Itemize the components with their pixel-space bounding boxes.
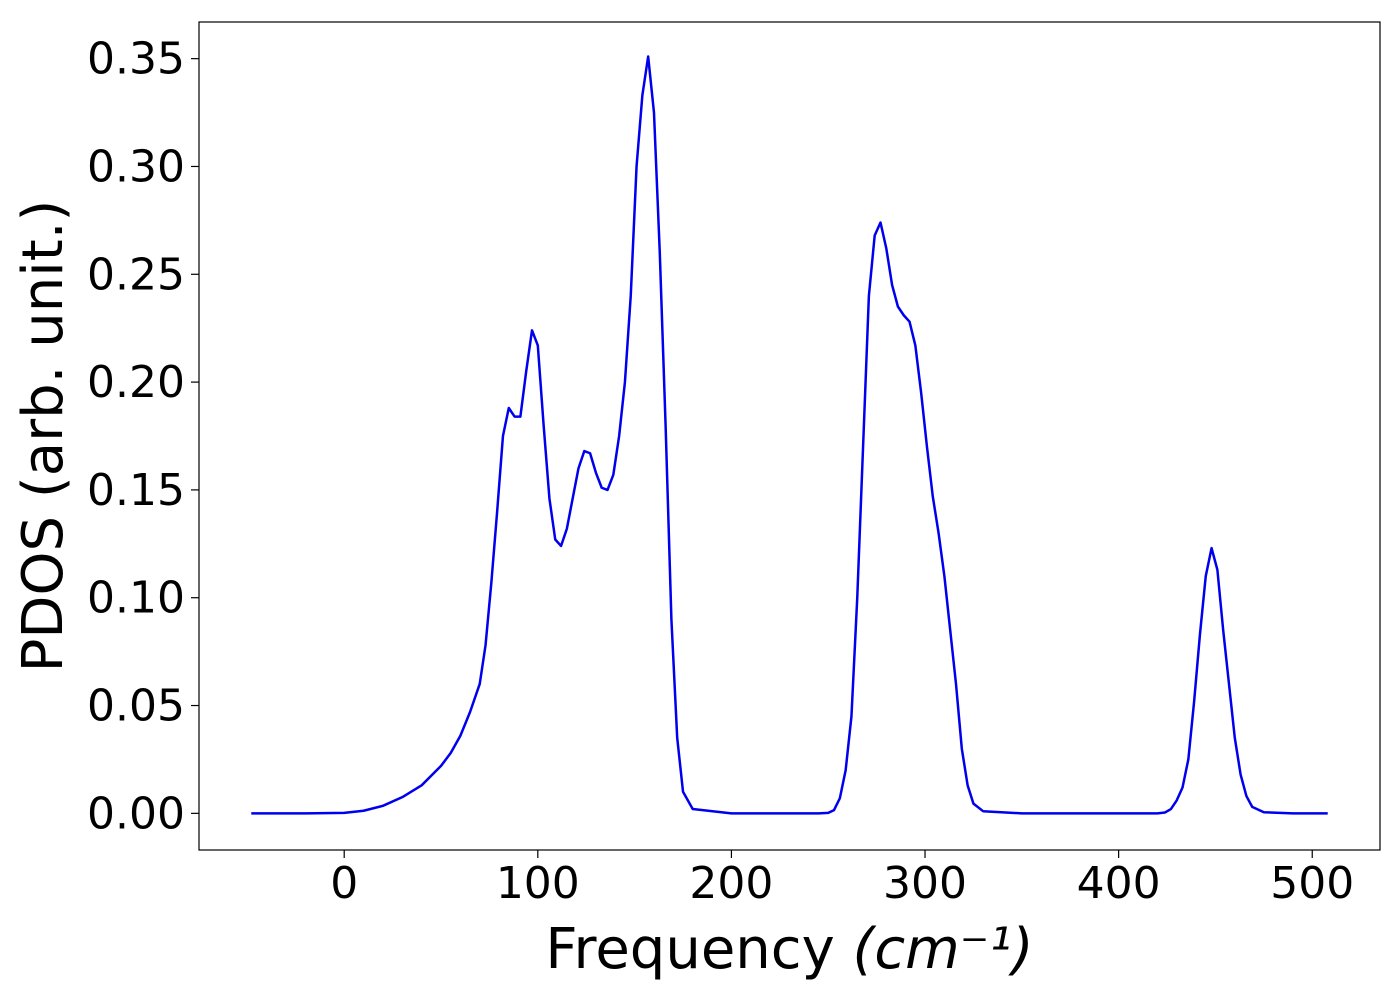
plot-area: 0 100 200 300 400 500 0.00 0.05 0.10 0.15 0.20 0.2…: [87, 21, 1381, 909]
x-axis-title: Frequency (cm⁻¹): [545, 917, 1033, 982]
y-tick-label: 0.30: [87, 141, 185, 192]
y-tick-label: 0.35: [87, 34, 185, 85]
y-tick-label: 0.05: [87, 681, 185, 732]
y-tick-label: 0.10: [87, 573, 185, 624]
x-axis-unit: (cm⁻¹): [853, 917, 1034, 982]
x-axis-ticks: 0 100 200 300 400 500: [330, 850, 1354, 909]
y-axis-title: PDOS (arb. unit.): [11, 200, 76, 673]
x-tick-label: 100: [496, 858, 580, 909]
y-tick-label: 0.15: [87, 465, 185, 516]
x-tick-label: 500: [1270, 858, 1354, 909]
y-tick-label: 0.25: [87, 249, 185, 300]
x-tick-label: 200: [689, 858, 773, 909]
pdos-series-line: [251, 55, 1328, 815]
series-lines: [251, 55, 1328, 815]
y-tick-label: 0.00: [87, 788, 185, 839]
y-tick-label: 0.20: [87, 357, 185, 408]
plot-frame: [198, 21, 1381, 851]
x-tick-label: 0: [330, 858, 358, 909]
y-axis-ticks: 0.00 0.05 0.10 0.15 0.20 0.25 0.30 0.35: [87, 34, 199, 839]
x-tick-label: 400: [1077, 858, 1161, 909]
x-tick-label: 300: [883, 858, 967, 909]
